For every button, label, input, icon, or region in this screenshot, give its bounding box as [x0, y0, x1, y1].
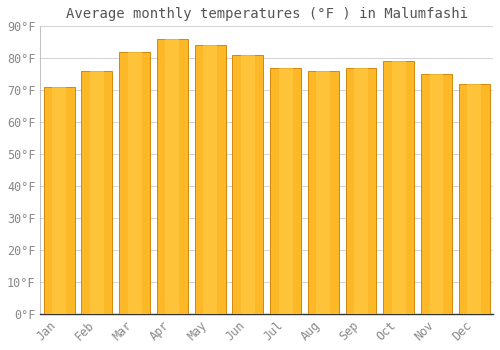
Bar — [119, 52, 150, 314]
Bar — [384, 62, 414, 314]
Bar — [203, 46, 217, 314]
Bar — [316, 71, 330, 314]
Bar — [194, 46, 226, 314]
Title: Average monthly temperatures (°F ) in Malumfashi: Average monthly temperatures (°F ) in Ma… — [66, 7, 468, 21]
Bar — [270, 68, 301, 314]
Bar — [52, 87, 66, 314]
Bar — [467, 84, 481, 314]
Bar — [392, 62, 406, 314]
Bar — [90, 71, 104, 314]
Bar — [157, 39, 188, 314]
Bar — [241, 55, 255, 314]
Bar — [354, 68, 368, 314]
Bar — [308, 71, 338, 314]
Bar — [458, 84, 490, 314]
Bar — [278, 68, 292, 314]
Bar — [44, 87, 74, 314]
Bar — [232, 55, 264, 314]
Bar — [421, 74, 452, 314]
Bar — [346, 68, 376, 314]
Bar — [430, 74, 444, 314]
Bar — [82, 71, 112, 314]
Bar — [166, 39, 179, 314]
Bar — [128, 52, 141, 314]
